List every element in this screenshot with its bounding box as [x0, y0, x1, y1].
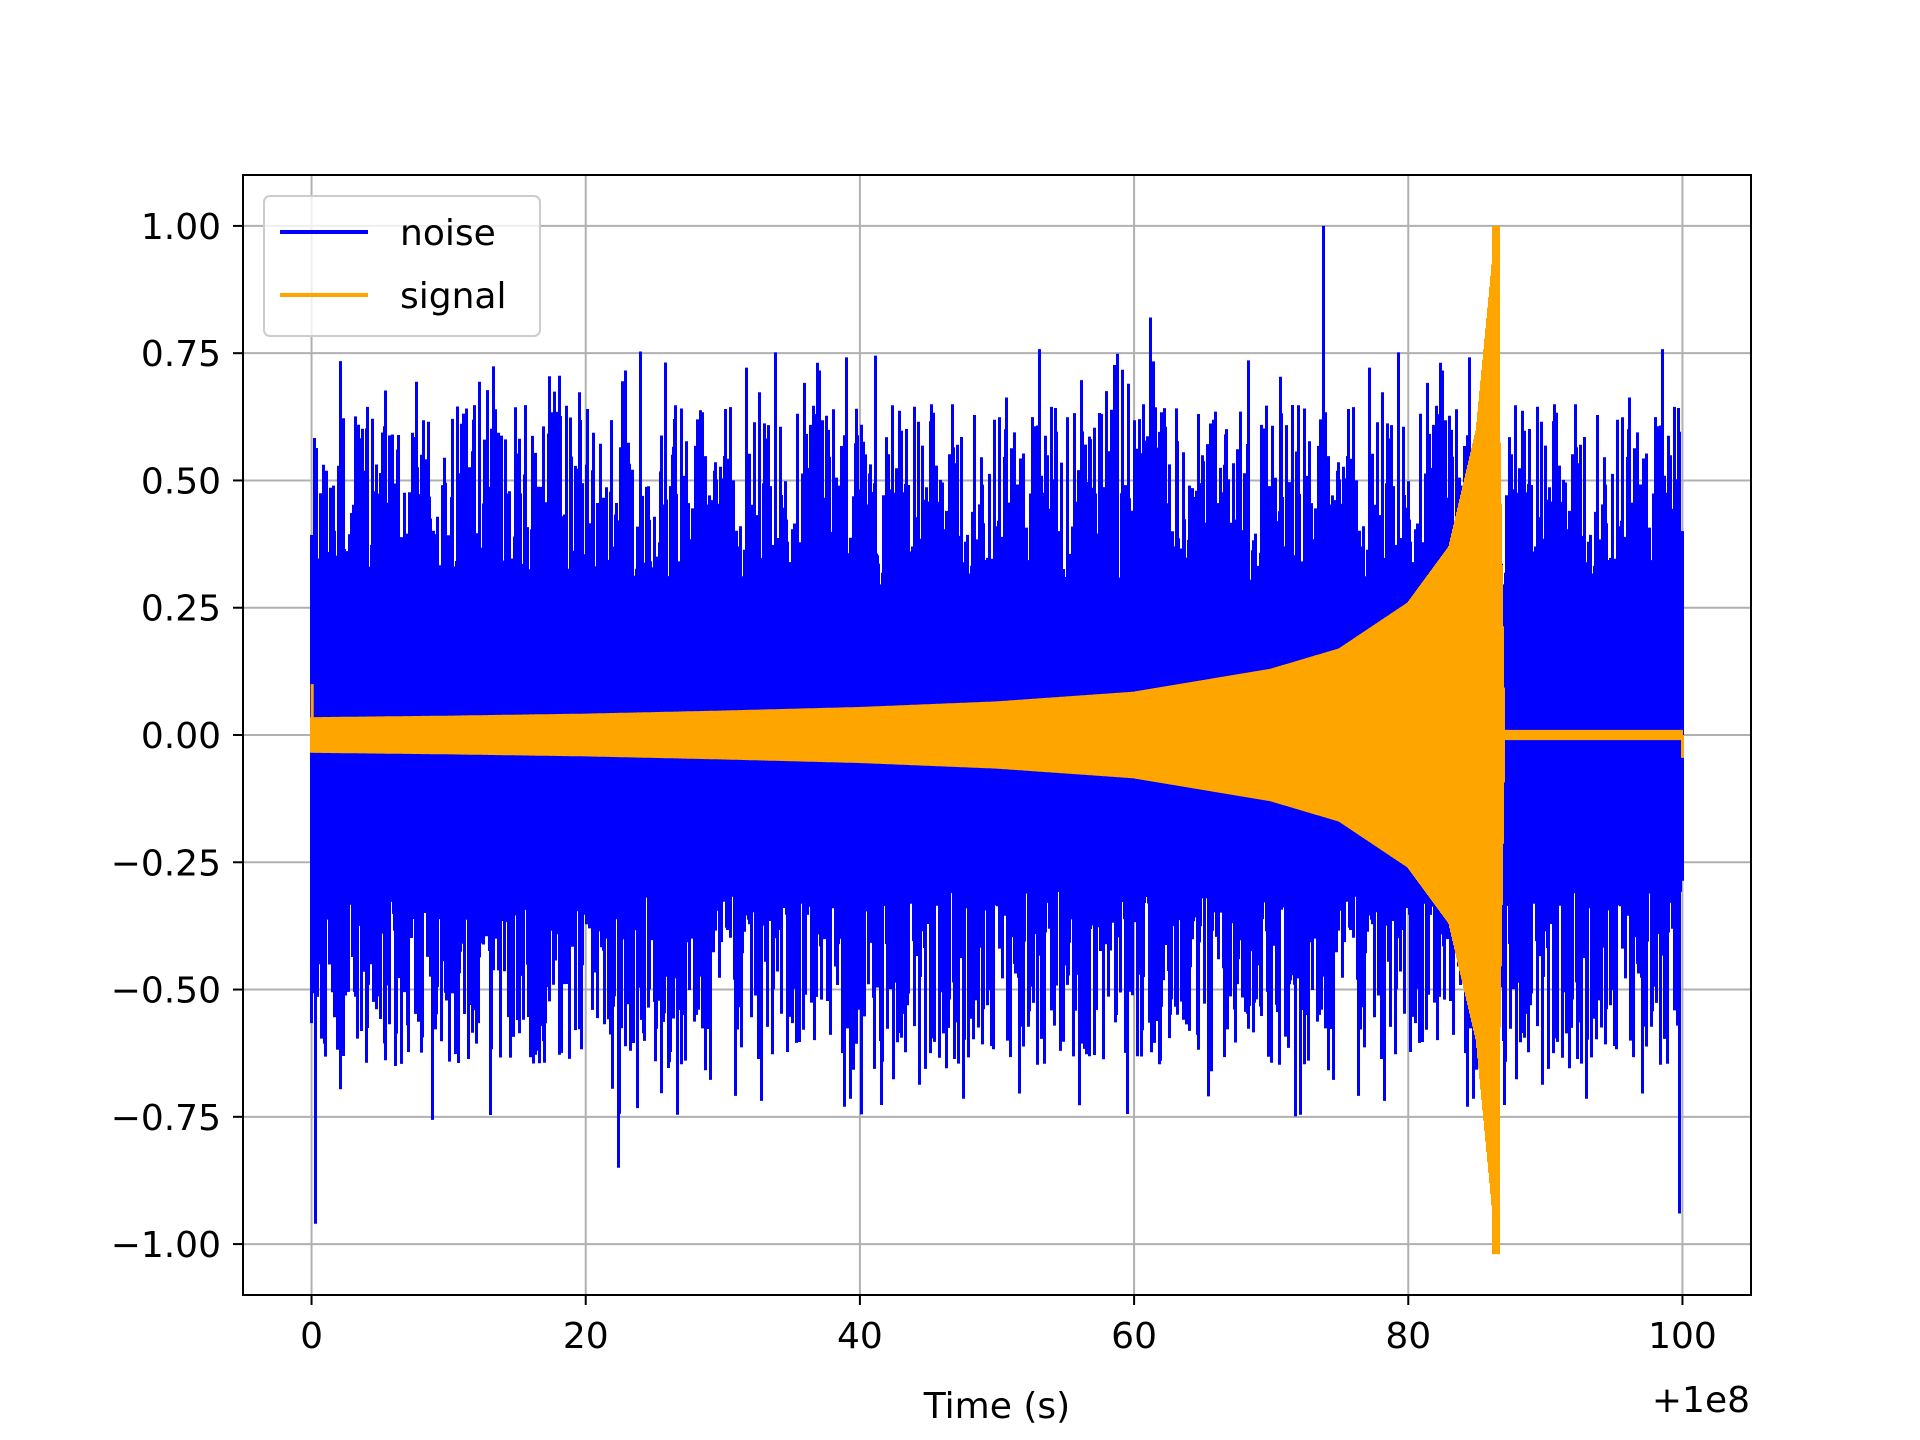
x-axis-label: Time (s): [923, 1386, 1070, 1427]
y-axis-ticks: 1.00 0.75 0.50 0.25 0.00 −0.25 −0.50 −0.75 −1.00: [111, 207, 243, 1266]
x-tick-label: 40: [837, 1316, 883, 1357]
y-tick-label: 0.00: [141, 716, 221, 757]
y-tick-label: 0.25: [141, 589, 221, 630]
signal-series-line: [310, 225, 1684, 1255]
y-tick-label: 1.00: [141, 207, 221, 248]
legend: noise signal: [263, 195, 541, 337]
plot-data: [310, 225, 1684, 1255]
y-tick-label: 0.50: [141, 461, 221, 502]
y-tick-label: −0.75: [111, 1098, 221, 1139]
legend-signal-label: signal: [400, 276, 507, 317]
x-tick-label: 100: [1648, 1316, 1717, 1357]
x-tick-label: 60: [1111, 1316, 1157, 1357]
legend-noise-label: noise: [400, 213, 496, 254]
y-tick-label: −0.50: [111, 971, 221, 1012]
x-tick-label: 20: [563, 1316, 609, 1357]
x-offset-label: +1e8: [1652, 1380, 1750, 1421]
x-tick-label: 0: [300, 1316, 323, 1357]
y-tick-label: −1.00: [111, 1225, 221, 1266]
y-tick-label: 0.75: [141, 334, 221, 375]
x-axis-ticks: 0 20 40 60 80 100: [300, 1295, 1717, 1357]
y-tick-label: −0.25: [111, 843, 221, 884]
x-tick-label: 80: [1385, 1316, 1431, 1357]
